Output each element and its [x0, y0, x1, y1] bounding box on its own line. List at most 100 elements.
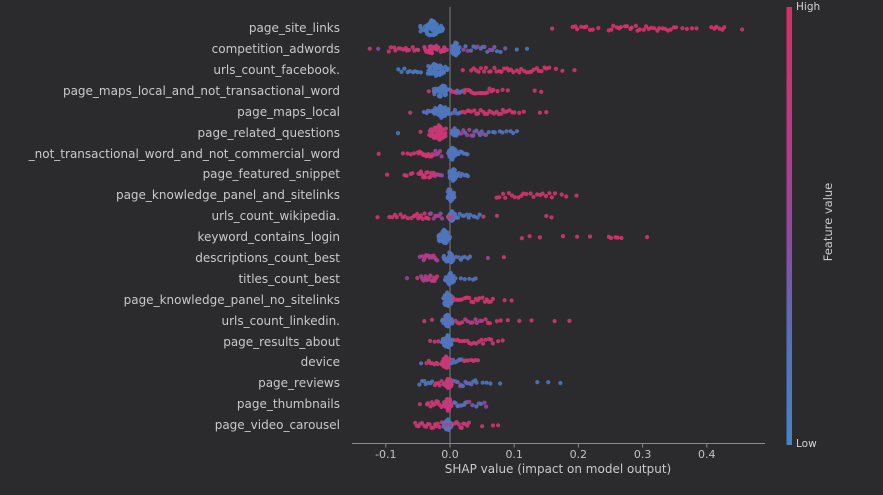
- shap-dot: [537, 110, 543, 115]
- shap-dot: [423, 274, 428, 279]
- shap-dot: [430, 379, 435, 384]
- shap-dot: [619, 235, 624, 241]
- shap-dot: [494, 49, 500, 54]
- shap-dot: [559, 192, 564, 197]
- shap-dot: [431, 135, 436, 140]
- shap-dot: [479, 401, 484, 406]
- shap-dot: [445, 312, 450, 317]
- shap-dot: [480, 295, 485, 300]
- shap-dot: [465, 152, 470, 157]
- x-tick-label: 0.1: [505, 448, 523, 461]
- shap-dot: [447, 407, 452, 412]
- shap-dot: [434, 88, 439, 93]
- shap-dot: [432, 339, 437, 344]
- shap-dot: [480, 341, 486, 346]
- shap-dot: [435, 421, 440, 426]
- shap-dot: [417, 382, 422, 387]
- shap-dot: [437, 425, 442, 430]
- shap-dot: [438, 211, 443, 216]
- shap-dot: [560, 68, 565, 73]
- shap-dot: [418, 29, 423, 34]
- shap-dot: [477, 212, 482, 217]
- shap-dot: [419, 421, 425, 426]
- shap-dot: [460, 383, 466, 389]
- colorbar-gradient: [786, 7, 792, 445]
- shap-dot: [451, 50, 456, 55]
- shap-dot: [668, 27, 673, 32]
- shap-dot: [466, 420, 471, 425]
- shap-dot: [449, 215, 454, 220]
- shap-dot: [512, 195, 517, 200]
- shap-dot: [500, 130, 505, 135]
- feature-label: page_thumbnails: [236, 397, 340, 412]
- shap-dot: [483, 65, 488, 70]
- shap-dot: [609, 27, 614, 32]
- shap-dot: [503, 46, 508, 51]
- beeswarm-points: [367, 18, 745, 432]
- feature-label: page_video_carousel: [214, 418, 340, 433]
- shap-dot: [471, 133, 476, 138]
- shap-dot: [476, 111, 481, 116]
- x-tick-label: 0.0: [441, 448, 459, 461]
- shap-dot: [528, 191, 533, 196]
- shap-dot: [402, 66, 407, 71]
- shap-dot: [407, 69, 412, 74]
- shap-dot: [624, 24, 630, 29]
- shap-dot: [454, 130, 459, 136]
- shap-dot: [479, 318, 484, 323]
- shap-dot: [448, 276, 453, 281]
- shap-dot: [465, 48, 470, 53]
- feature-label: urls_count_facebook.: [213, 63, 340, 78]
- colorbar-low-label: Low: [796, 438, 817, 450]
- shap-dot: [438, 129, 443, 134]
- shap-dot: [501, 255, 506, 260]
- shap-dot: [385, 172, 390, 177]
- shap-dot: [386, 49, 391, 54]
- shap-dot: [426, 89, 431, 94]
- feature-label: page_results_about: [223, 334, 340, 349]
- x-axis-title: SHAP value (impact on model output): [444, 462, 672, 476]
- shap-dot: [429, 127, 434, 132]
- shap-dot: [456, 422, 461, 427]
- shap-dot: [438, 136, 443, 141]
- x-tick-label: 0.2: [569, 448, 588, 461]
- shap-dot: [468, 212, 473, 217]
- shap-dot: [393, 48, 398, 53]
- shap-dot: [439, 110, 444, 115]
- shap-dot: [509, 298, 514, 303]
- shap-dot: [428, 338, 433, 343]
- shap-dot: [689, 26, 695, 31]
- shap-dot: [572, 68, 577, 73]
- shap-dot: [436, 93, 441, 99]
- shap-dot: [465, 133, 470, 138]
- shap-dot: [483, 337, 488, 342]
- shap-dot: [485, 255, 490, 261]
- shap-dot: [564, 194, 569, 199]
- shap-dot: [438, 124, 443, 129]
- shap-dot: [492, 45, 497, 50]
- shap-dot: [529, 318, 534, 323]
- shap-dot: [552, 319, 557, 324]
- shap-dot: [532, 88, 537, 93]
- shap-dot: [447, 272, 452, 277]
- shap-dot: [367, 46, 372, 51]
- shap-dot: [524, 191, 529, 197]
- shap-dot: [395, 131, 401, 136]
- shap-dot: [590, 27, 595, 32]
- shap-dot: [547, 191, 552, 196]
- shap-dot: [441, 253, 447, 258]
- shap-dot: [411, 151, 417, 156]
- shap-dot: [443, 131, 448, 137]
- feature-label: descriptions_count_best: [195, 250, 340, 265]
- shap-dot: [427, 21, 432, 26]
- shap-dot: [462, 254, 467, 259]
- shap-dot: [390, 215, 395, 220]
- shap-dot: [472, 108, 477, 113]
- shap-dot: [432, 62, 437, 67]
- shap-dot: [618, 25, 623, 30]
- shap-dot: [445, 67, 450, 73]
- shap-dot: [459, 425, 464, 430]
- shap-dot: [496, 423, 501, 428]
- shap-dot: [446, 256, 451, 261]
- shap-dot: [416, 47, 421, 53]
